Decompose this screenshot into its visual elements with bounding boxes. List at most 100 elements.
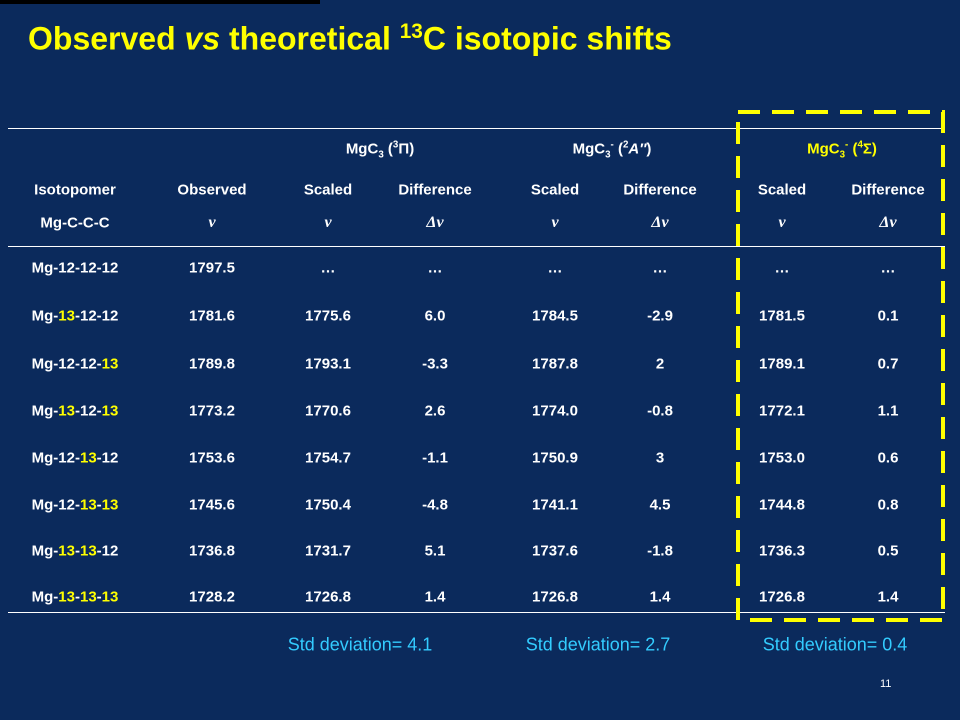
label-part: -: [53, 449, 59, 467]
table-cell: 0.7: [877, 355, 899, 373]
text-segment: (: [383, 140, 393, 158]
text-segment: 4: [857, 139, 863, 151]
table-cell: …: [880, 259, 896, 277]
label-part: -: [74, 402, 80, 420]
row-label: Mg-13-13-12: [32, 543, 119, 560]
text-segment: ): [646, 140, 652, 158]
rule: [8, 612, 945, 613]
table-cell: 0.1: [877, 307, 899, 325]
text-segment: MgC: [345, 140, 379, 158]
table-cell: 1.4: [424, 588, 446, 606]
label-part: 13: [79, 588, 97, 606]
table-cell: 1753.6: [189, 449, 235, 467]
table-cell: …: [774, 259, 790, 277]
table-cell: 4.5: [649, 496, 671, 514]
column-subheader: Δν: [879, 214, 897, 231]
label-part: -: [53, 496, 59, 514]
label-part: -: [74, 449, 80, 467]
label-part: 13: [101, 402, 119, 420]
table-cell: 1789.8: [189, 355, 235, 373]
table-cell: 1750.9: [532, 449, 578, 467]
table-cell: 1744.8: [759, 496, 805, 514]
top-bar: [0, 0, 320, 4]
label-part: -: [53, 355, 59, 373]
column-subheader: ν: [551, 214, 559, 231]
text-segment: A″: [628, 140, 647, 158]
label-part: 12: [101, 542, 119, 560]
table-cell: 1726.8: [759, 588, 805, 606]
table-cell: 1793.1: [305, 355, 351, 373]
table-cell: 1781.5: [759, 307, 805, 325]
text-segment: -: [610, 139, 614, 151]
row-label: Mg-12-12-13: [32, 356, 119, 373]
label-part: -: [74, 307, 80, 325]
table-cell: 1737.6: [532, 542, 578, 560]
label-part: 12: [58, 355, 75, 373]
label-part: -: [96, 542, 102, 560]
label-part: -: [53, 307, 59, 325]
table-cell: 1726.8: [305, 588, 351, 606]
label-part: -: [96, 402, 102, 420]
label-part: 12: [79, 307, 97, 325]
label-part: 13: [101, 355, 119, 373]
table-cell: 1.4: [649, 588, 671, 606]
column-header: Scaled: [530, 181, 580, 199]
label-part: Mg: [31, 449, 54, 467]
row-label: Mg-13-12-12: [32, 308, 119, 325]
label-part: 13: [58, 402, 75, 420]
label-part: -: [74, 355, 80, 373]
text-segment: 3: [392, 139, 399, 151]
label-part: -: [74, 496, 80, 514]
row-label: Mg-12-13-13: [32, 497, 119, 514]
column-subheader: ν: [778, 214, 786, 231]
table-cell: -1.8: [647, 542, 673, 560]
label-part: -: [96, 259, 102, 277]
text-segment: 3: [605, 149, 611, 161]
label-part: 13: [58, 307, 75, 325]
label-part: 13: [58, 588, 75, 606]
row-label: Mg-13-12-13: [32, 403, 119, 420]
table-cell: 1736.3: [759, 542, 805, 560]
label-part: 12: [101, 307, 119, 325]
row-label: Mg-12-13-12: [32, 450, 119, 467]
table-cell: -0.8: [647, 402, 673, 420]
table-cell: 1772.1: [759, 402, 805, 420]
table-cell: …: [427, 259, 443, 277]
page-number: 11: [880, 678, 892, 690]
column-subheader: ν: [208, 214, 216, 231]
text-segment: 3: [378, 149, 384, 161]
label-part: 13: [79, 449, 97, 467]
table-cell: 2: [655, 355, 665, 373]
std-deviation: Std deviation= 4.1: [287, 634, 433, 655]
table-cell: 0.6: [877, 449, 899, 467]
label-part: 13: [79, 496, 97, 514]
text-segment: 2: [622, 139, 629, 151]
title: Observed vs theoretical 13C isotopic shi…: [28, 20, 672, 58]
table-cell: -2.9: [647, 307, 673, 325]
label-part: Mg: [31, 259, 54, 277]
table-cell: …: [320, 259, 336, 277]
label-part: -: [96, 449, 102, 467]
label-part: 12: [101, 449, 119, 467]
label-part: -: [96, 355, 102, 373]
table-cell: 1745.6: [189, 496, 235, 514]
dashed-box: [736, 110, 945, 622]
text-segment: vs: [184, 20, 221, 57]
label-part: Mg: [31, 496, 54, 514]
label-part: -: [74, 542, 80, 560]
table-cell: 1784.5: [532, 307, 578, 325]
label-part: 12: [79, 402, 97, 420]
table-cell: 1754.7: [305, 449, 351, 467]
text-segment: C isotopic shifts: [422, 20, 672, 57]
row-label: Mg-12-12-12: [32, 260, 119, 277]
column-header: Scaled: [757, 181, 807, 199]
label-part: -: [53, 402, 59, 420]
group-header: MgC3- (4Σ): [807, 140, 877, 161]
table-cell: 1728.2: [189, 588, 235, 606]
text-segment: Π): [398, 140, 415, 158]
table-cell: 1774.0: [532, 402, 578, 420]
table-cell: …: [652, 259, 668, 277]
label-part: Mg: [31, 307, 54, 325]
